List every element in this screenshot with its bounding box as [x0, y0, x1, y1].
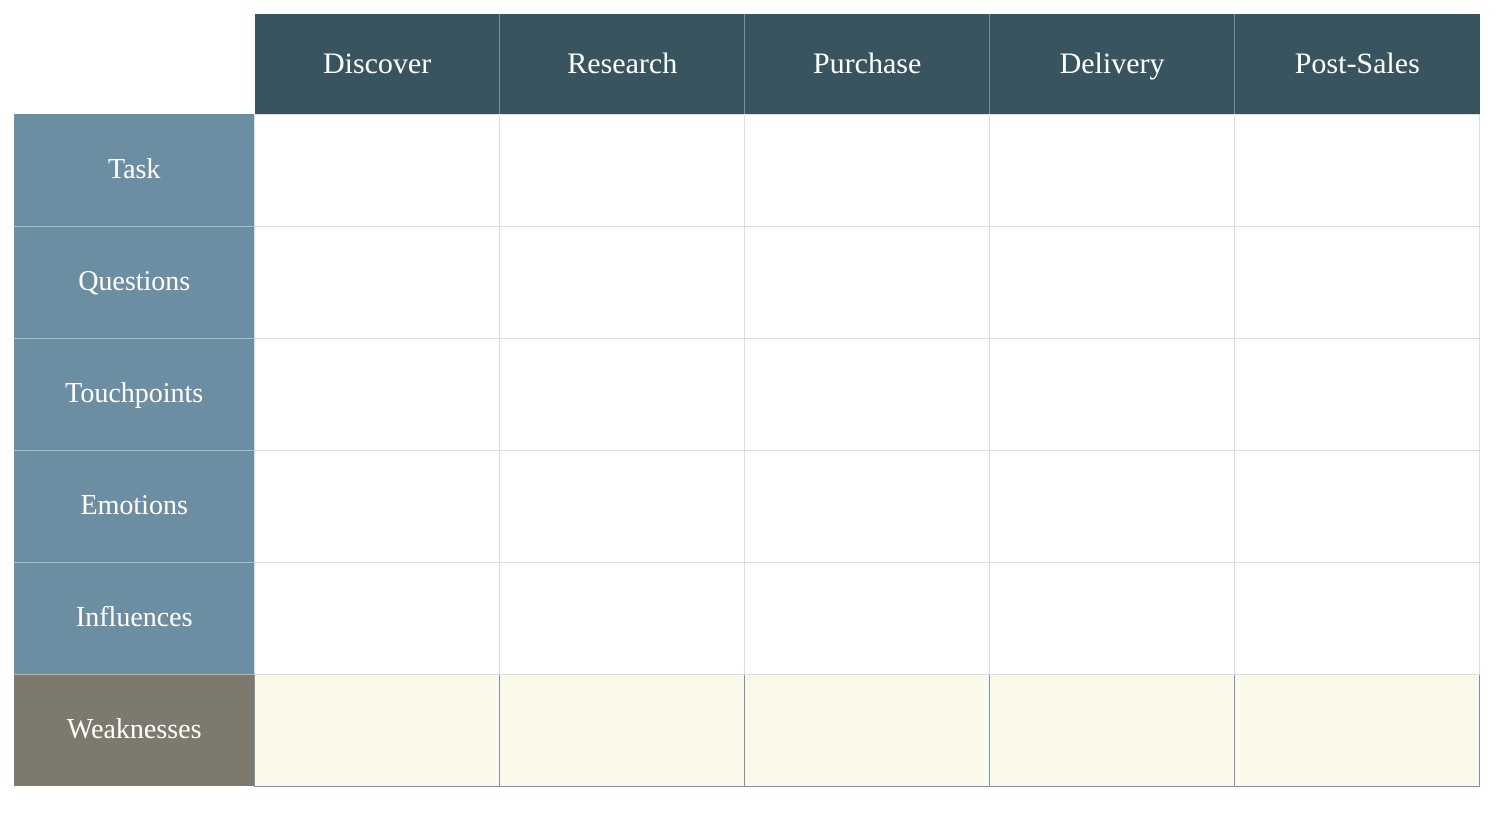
row-header-label: Questions	[78, 266, 190, 297]
col-header-delivery: Delivery	[990, 14, 1235, 114]
cell	[500, 114, 745, 226]
col-header-label: Discover	[323, 47, 431, 80]
cell	[990, 226, 1235, 338]
cell	[500, 674, 745, 786]
col-header-research: Research	[500, 14, 745, 114]
col-header-label: Post-Sales	[1295, 47, 1420, 80]
cell	[745, 226, 990, 338]
col-header-label: Delivery	[1060, 47, 1165, 80]
cell	[745, 562, 990, 674]
cell	[1235, 674, 1480, 786]
row-header-label: Emotions	[81, 490, 188, 521]
cell	[745, 450, 990, 562]
cell	[1235, 226, 1480, 338]
row-header-emotions: Emotions	[14, 450, 255, 562]
row-header-task: Task	[14, 114, 255, 226]
cell	[745, 338, 990, 450]
cell	[990, 338, 1235, 450]
cell	[255, 338, 500, 450]
cell	[255, 114, 500, 226]
row-header-label: Weaknesses	[67, 714, 202, 745]
table-row: Questions	[14, 226, 1480, 338]
table-row: Influences	[14, 562, 1480, 674]
row-header-touchpoints: Touchpoints	[14, 338, 255, 450]
cell	[255, 562, 500, 674]
cell	[1235, 562, 1480, 674]
customer-journey-table: Discover Research Purchase Delivery Post…	[14, 14, 1480, 787]
cell	[255, 226, 500, 338]
col-header-discover: Discover	[255, 14, 500, 114]
column-header-row: Discover Research Purchase Delivery Post…	[14, 14, 1480, 114]
table-body: Task Questions Touchpoints Emotions Influenc…	[14, 114, 1480, 786]
cell	[1235, 450, 1480, 562]
col-header-label: Purchase	[813, 47, 921, 80]
cell	[1235, 114, 1480, 226]
row-header-label: Influences	[76, 602, 193, 633]
cell	[255, 450, 500, 562]
cell	[990, 674, 1235, 786]
row-header-influences: Influences	[14, 562, 255, 674]
col-header-purchase: Purchase	[745, 14, 990, 114]
table-row: Emotions	[14, 450, 1480, 562]
cell	[1235, 338, 1480, 450]
row-header-weaknesses: Weaknesses	[14, 674, 255, 786]
cell	[990, 562, 1235, 674]
cell	[500, 450, 745, 562]
table-row: Touchpoints	[14, 338, 1480, 450]
cell	[255, 674, 500, 786]
row-header-questions: Questions	[14, 226, 255, 338]
row-header-label: Task	[108, 154, 160, 185]
cell	[500, 562, 745, 674]
col-header-label: Research	[567, 47, 677, 80]
cell	[745, 114, 990, 226]
table-row: Task	[14, 114, 1480, 226]
col-header-post-sales: Post-Sales	[1235, 14, 1480, 114]
table-row: Weaknesses	[14, 674, 1480, 786]
corner-cell	[14, 14, 255, 114]
row-header-label: Touchpoints	[65, 378, 203, 409]
cell	[990, 450, 1235, 562]
cell	[745, 674, 990, 786]
cell	[500, 338, 745, 450]
cell	[500, 226, 745, 338]
cell	[990, 114, 1235, 226]
